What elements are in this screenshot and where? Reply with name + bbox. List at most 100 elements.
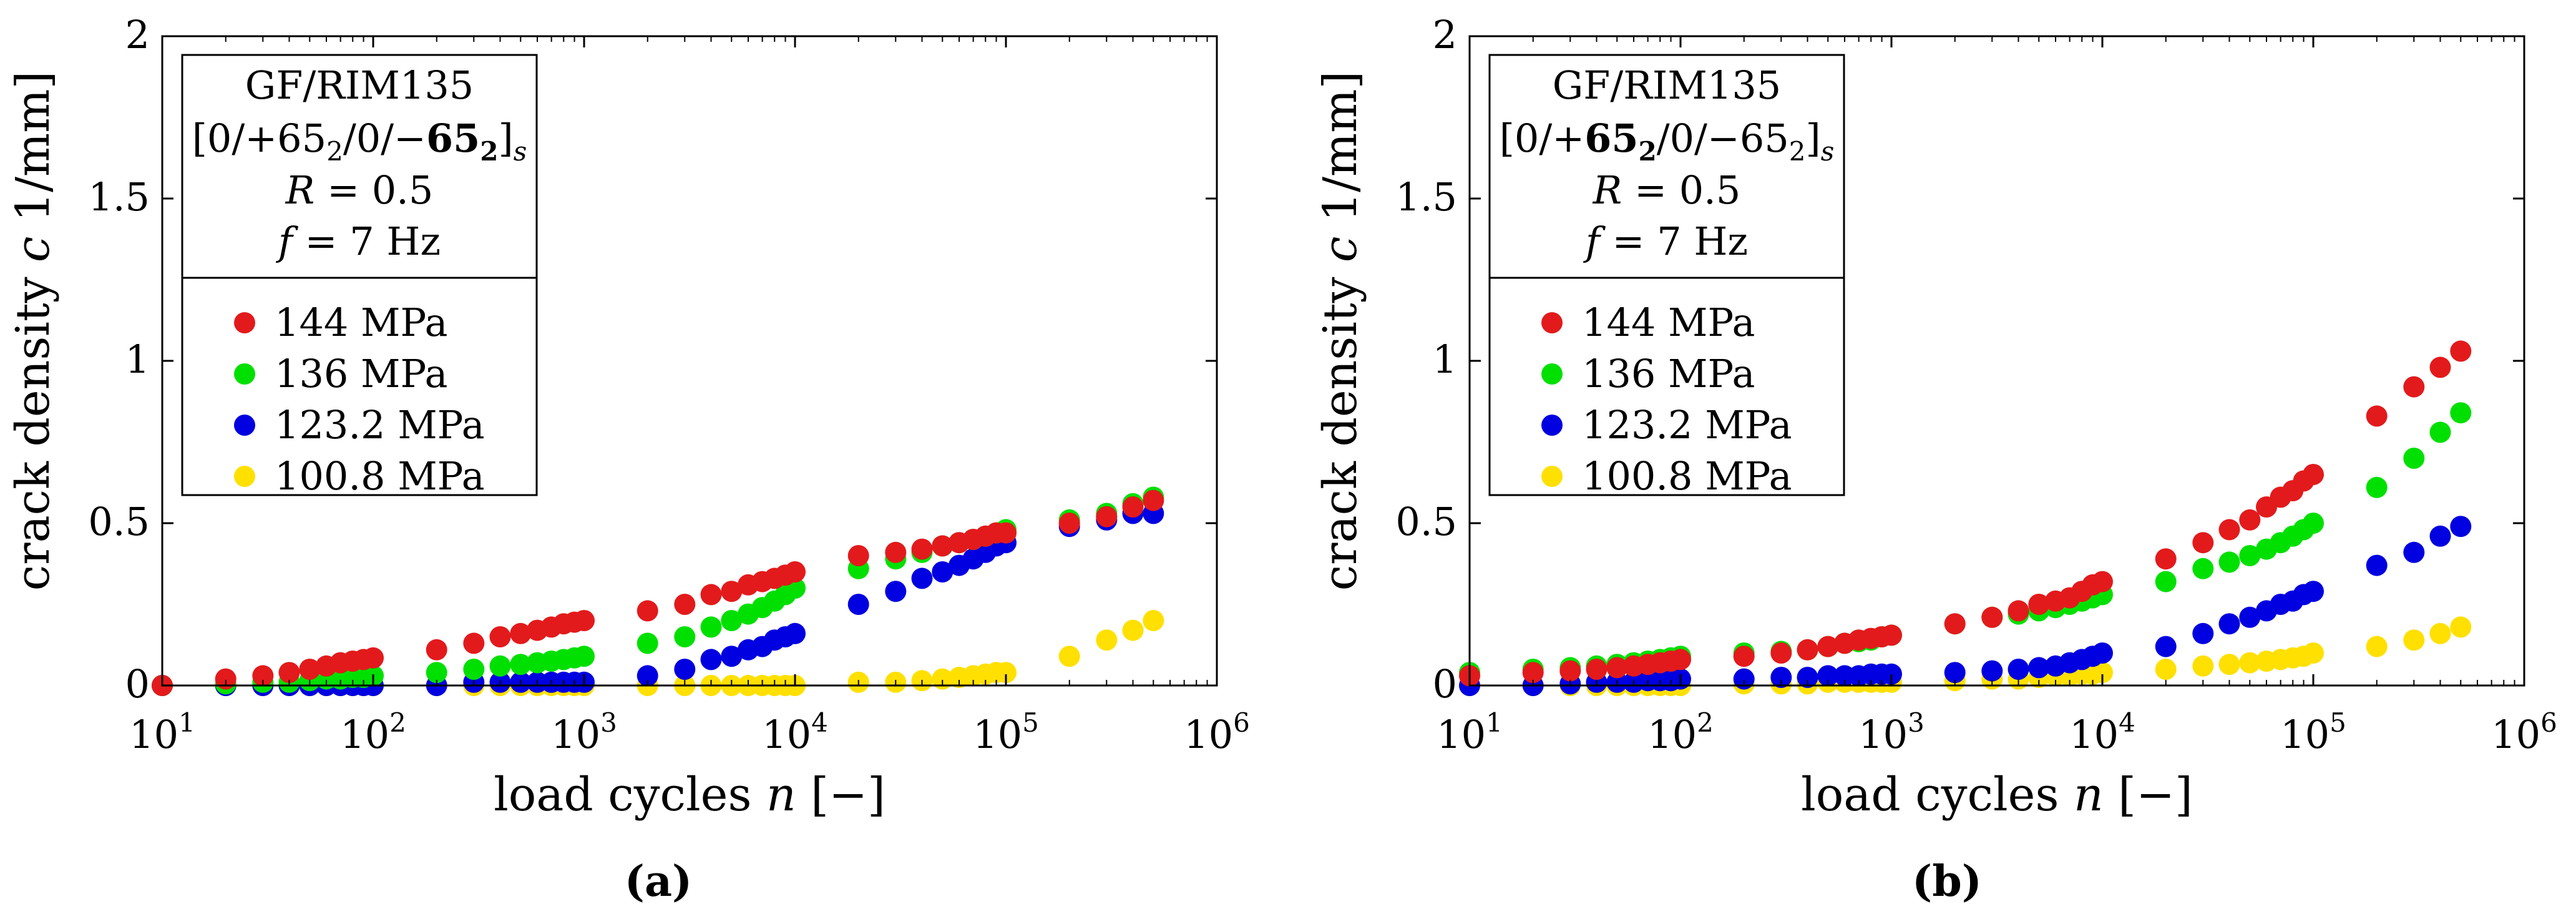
data-point	[995, 522, 1017, 544]
data-point	[1770, 667, 1792, 688]
data-point	[1881, 663, 1902, 685]
tick-marks	[1468, 35, 2525, 687]
data-point	[2403, 629, 2425, 651]
data-point	[847, 545, 869, 566]
data-point	[1122, 619, 1144, 641]
data-point	[674, 626, 696, 647]
data-point	[489, 626, 511, 647]
x-tick-label: 106	[1184, 707, 1250, 757]
data-point	[2239, 606, 2261, 628]
data-point	[2403, 448, 2425, 469]
data-point	[463, 632, 485, 654]
data-point	[847, 594, 869, 615]
data-point	[1981, 660, 2003, 682]
data-point	[2008, 600, 2029, 622]
y-axis-label: crack density c 1/mm]	[1314, 71, 1367, 591]
data-point	[2155, 548, 2177, 570]
legend-marker	[234, 363, 255, 385]
data-point	[2028, 657, 2050, 679]
data-point	[1096, 506, 1118, 528]
data-point	[1733, 646, 1755, 667]
data-point	[2218, 551, 2240, 573]
y-tick-label: 1	[1433, 337, 1457, 382]
y-tick-label: 2	[125, 12, 150, 57]
y-tick-label: 0	[125, 661, 150, 707]
data-point	[2092, 662, 2113, 684]
data-point	[2192, 558, 2214, 579]
data-point	[1770, 642, 1792, 664]
legend: GF/RIM135 [0/+652/0/−652]s R = 0.5 f = 7…	[1488, 54, 1845, 499]
data-point	[2155, 636, 2177, 657]
data-point	[2429, 421, 2451, 443]
data-point	[252, 665, 274, 687]
markers-layer	[152, 486, 1164, 696]
y-axis-label: crack density c 1/mm]	[6, 71, 60, 591]
x-tick-label: 105	[973, 707, 1039, 757]
x-axis-label: load cycles n [−]	[494, 768, 886, 822]
data-point	[1586, 659, 1608, 680]
data-point	[700, 616, 722, 638]
data-point	[1143, 610, 1164, 631]
legend-frequency: f = 7 Hz	[276, 219, 441, 264]
legend-marker	[1541, 312, 1563, 333]
data-point	[2366, 636, 2388, 657]
data-point	[2192, 532, 2214, 554]
y-tick-label: 0.5	[88, 499, 150, 544]
data-point	[2450, 516, 2472, 538]
data-point	[2429, 622, 2451, 644]
data-point	[2028, 594, 2050, 615]
legend-label: 123.2 MPa	[1582, 402, 1792, 448]
data-point	[784, 561, 806, 582]
legend-marker	[1541, 415, 1563, 436]
legend-r-ratio: R = 0.5	[1593, 167, 1741, 213]
data-point	[2303, 513, 2324, 534]
data-point	[1797, 639, 1818, 661]
panel-label: (a)	[625, 857, 692, 904]
data-point	[2218, 519, 2240, 541]
data-point	[573, 646, 595, 667]
legend-label: 144 MPa	[275, 300, 447, 345]
legend-label: 136 MPa	[1582, 351, 1755, 396]
data-point	[1817, 636, 1839, 657]
y-tick-label: 2	[1433, 12, 1457, 57]
data-point	[2450, 616, 2472, 638]
data-point	[2303, 464, 2324, 485]
data-point	[932, 535, 954, 557]
data-point	[2366, 554, 2388, 576]
data-point	[463, 659, 485, 680]
data-point	[573, 610, 595, 631]
data-point	[1981, 606, 2003, 628]
legend-label: 136 MPa	[275, 351, 447, 396]
data-point	[674, 594, 696, 615]
data-point	[2303, 581, 2324, 602]
x-tick-label: 101	[1437, 707, 1503, 757]
legend-entries: 144 MPa 136 MPa 123.2 MPa 100.8 MPa	[234, 300, 485, 499]
legend-material: GF/RIM135	[245, 62, 474, 108]
data-point	[426, 639, 447, 661]
data-point	[784, 622, 806, 644]
data-point	[1096, 629, 1118, 651]
data-point	[278, 662, 300, 684]
y-tick-label: 0	[1433, 661, 1457, 707]
data-point	[700, 584, 722, 606]
data-point	[2450, 340, 2472, 362]
data-point	[2218, 613, 2240, 635]
data-point	[2192, 622, 2214, 644]
data-point	[1058, 646, 1080, 667]
data-point	[1606, 657, 1628, 679]
data-point	[2239, 545, 2261, 566]
data-point	[637, 632, 658, 654]
data-point	[1559, 660, 1581, 682]
data-point	[885, 581, 907, 602]
legend-layup: [0/+652/0/−652]s	[192, 115, 527, 167]
data-point	[1817, 665, 1839, 687]
x-tick-label: 105	[2280, 707, 2346, 757]
data-point	[911, 538, 933, 560]
data-point	[721, 646, 743, 667]
data-point	[1797, 667, 1818, 688]
legend-label: 100.8 MPa	[1582, 453, 1792, 499]
y-tick-label: 1.5	[88, 174, 150, 220]
panel-label: (b)	[1912, 857, 1982, 904]
data-point	[1670, 649, 1691, 671]
